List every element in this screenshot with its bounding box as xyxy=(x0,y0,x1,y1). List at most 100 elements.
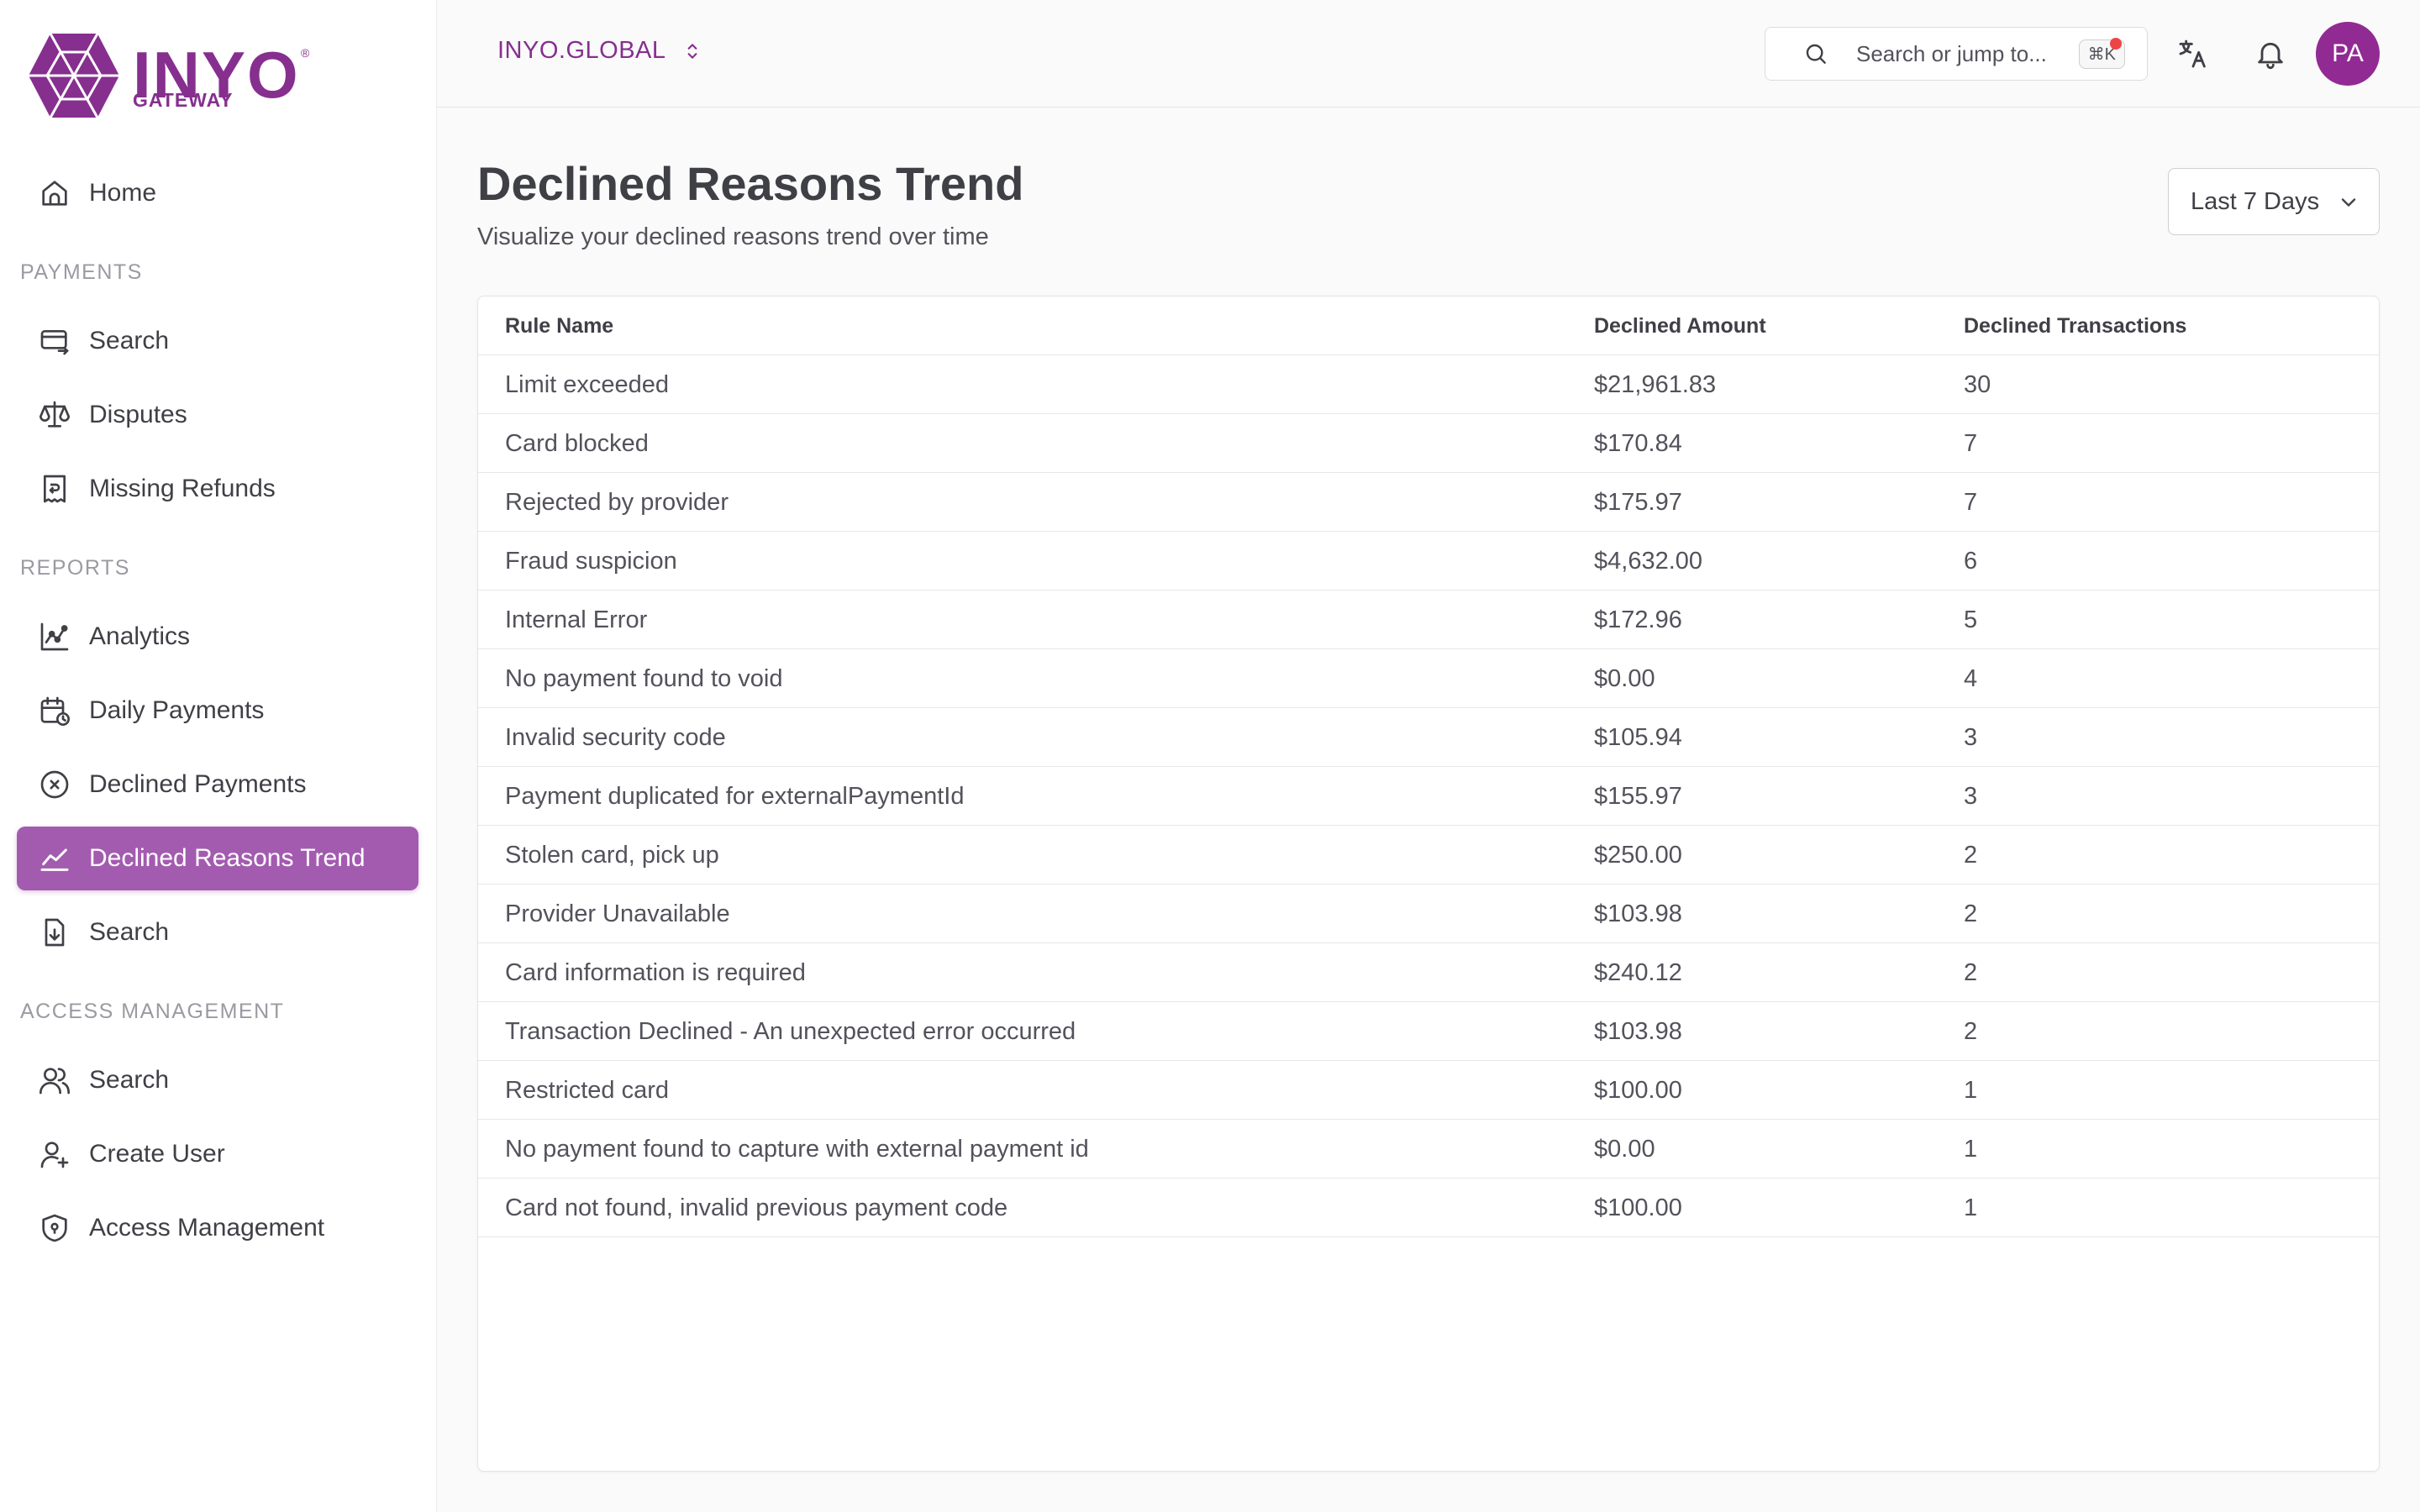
section-access-management: ACCESS MANAGEMENT xyxy=(20,1000,285,1023)
table-row[interactable]: No payment found to capture with externa… xyxy=(478,1120,2379,1179)
top-header: INYO.GLOBAL Search or jump to... ⌘K PA xyxy=(437,0,2420,108)
table-row[interactable]: Restricted card $100.00 1 xyxy=(478,1061,2379,1120)
sidebar: INYO ® GATEWAY Home PAYMENTS Search Disp… xyxy=(0,0,437,1512)
rule-name-cell: Internal Error xyxy=(505,606,648,633)
declined-amount-cell: $240.12 xyxy=(1594,958,1682,986)
table-row[interactable]: Payment duplicated for externalPaymentId… xyxy=(478,767,2379,826)
chevron-down-icon xyxy=(2341,198,2356,207)
table-row[interactable]: Transaction Declined - An unexpected err… xyxy=(478,1002,2379,1061)
declined-transactions-cell: 3 xyxy=(1964,723,1978,751)
declined-amount-cell: $170.84 xyxy=(1594,429,1682,457)
search-placeholder: Search or jump to... xyxy=(1856,40,2047,66)
sidebar-item-label: Disputes xyxy=(89,401,187,428)
sidebar-item-home[interactable]: Home xyxy=(17,161,418,225)
declined-transactions-cell: 2 xyxy=(1964,841,1978,869)
x-circle-icon xyxy=(37,767,72,802)
sidebar-item-label: Declined Payments xyxy=(89,770,307,798)
section-payments: PAYMENTS xyxy=(20,260,143,284)
section-reports: REPORTS xyxy=(20,556,130,580)
column-header-declined-transactions[interactable]: Declined Transactions xyxy=(1964,313,2187,338)
table-row[interactable]: Limit exceeded $21,961.83 30 xyxy=(478,355,2379,414)
declined-transactions-cell: 3 xyxy=(1964,782,1978,810)
table-row[interactable]: Internal Error $172.96 5 xyxy=(478,591,2379,649)
bell-icon[interactable] xyxy=(2254,37,2287,71)
users-icon xyxy=(37,1063,72,1098)
declined-amount-cell: $103.98 xyxy=(1594,900,1682,927)
column-header-declined-amount[interactable]: Declined Amount xyxy=(1594,313,1766,338)
sidebar-item-missing-refunds[interactable]: Missing Refunds xyxy=(17,457,418,521)
brand-logo[interactable]: INYO ® GATEWAY xyxy=(27,30,329,123)
sidebar-item-users-search[interactable]: Search xyxy=(17,1048,418,1112)
receipt-icon xyxy=(37,471,72,507)
brand-name: INYO xyxy=(133,38,300,112)
sidebar-item-payments-search[interactable]: Search xyxy=(17,309,418,373)
sidebar-item-label: Missing Refunds xyxy=(89,475,276,502)
translate-icon[interactable] xyxy=(2176,37,2210,71)
table-row[interactable]: Fraud suspicion $4,632.00 6 xyxy=(478,532,2379,591)
declined-amount-cell: $155.97 xyxy=(1594,782,1682,810)
rule-name-cell: Invalid security code xyxy=(505,723,726,751)
sidebar-item-declined-reasons-trend[interactable]: Declined Reasons Trend xyxy=(17,827,418,890)
rule-name-cell: Card information is required xyxy=(505,958,806,986)
declined-amount-cell: $4,632.00 xyxy=(1594,547,1703,575)
rule-name-cell: Transaction Declined - An unexpected err… xyxy=(505,1017,1076,1045)
table-row[interactable]: No payment found to void $0.00 4 xyxy=(478,649,2379,708)
declined-amount-cell: $100.00 xyxy=(1594,1194,1682,1221)
declined-transactions-cell: 2 xyxy=(1964,900,1978,927)
table-row[interactable]: Provider Unavailable $103.98 2 xyxy=(478,885,2379,943)
sidebar-item-create-user[interactable]: Create User xyxy=(17,1122,418,1186)
avatar[interactable]: PA xyxy=(2316,22,2380,86)
table-body: Limit exceeded $21,961.83 30 Card blocked $1… xyxy=(478,355,2379,1237)
declined-amount-cell: $175.97 xyxy=(1594,488,1682,516)
search-icon xyxy=(1806,44,1826,64)
rule-name-cell: Provider Unavailable xyxy=(505,900,730,927)
declined-transactions-cell: 1 xyxy=(1964,1194,1978,1221)
sidebar-item-daily-payments[interactable]: Daily Payments xyxy=(17,679,418,743)
page-subtitle: Visualize your declined reasons trend ov… xyxy=(477,223,989,250)
table-header: Rule Name Declined Amount Declined Trans… xyxy=(478,297,2379,355)
table-row[interactable]: Card not found, invalid previous payment… xyxy=(478,1179,2379,1237)
chevron-up-down-icon xyxy=(687,43,697,59)
calendar-clock-icon xyxy=(37,693,72,728)
org-switcher[interactable]: INYO.GLOBAL xyxy=(497,37,703,65)
rule-name-cell: Card not found, invalid previous payment… xyxy=(505,1194,1008,1221)
declined-transactions-cell: 6 xyxy=(1964,547,1978,575)
declined-amount-cell: $0.00 xyxy=(1594,664,1655,692)
declined-transactions-cell: 2 xyxy=(1964,1017,1978,1045)
page-title: Declined Reasons Trend xyxy=(477,157,1024,210)
declined-transactions-cell: 4 xyxy=(1964,664,1978,692)
sidebar-item-label: Daily Payments xyxy=(89,696,265,724)
card-search-icon xyxy=(37,323,72,359)
user-plus-icon xyxy=(37,1137,72,1172)
sidebar-item-label: Declined Reasons Trend xyxy=(89,844,366,872)
brand-subtitle: GATEWAY xyxy=(133,89,234,111)
sidebar-item-analytics[interactable]: Analytics xyxy=(17,605,418,669)
date-range-select[interactable]: Last 7 Days xyxy=(2168,168,2380,235)
sidebar-item-disputes[interactable]: Disputes xyxy=(17,383,418,447)
avatar-initials: PA xyxy=(2332,39,2364,67)
table-row[interactable]: Rejected by provider $175.97 7 xyxy=(478,473,2379,532)
declined-transactions-cell: 2 xyxy=(1964,958,1978,986)
sidebar-item-declined-payments[interactable]: Declined Payments xyxy=(17,753,418,816)
brand-registered-mark: ® xyxy=(301,46,310,60)
table-row[interactable]: Invalid security code $105.94 3 xyxy=(478,708,2379,767)
sidebar-item-label: Search xyxy=(89,918,170,946)
sidebar-item-access-management[interactable]: Access Management xyxy=(17,1196,418,1260)
hexagon-logo-icon xyxy=(29,33,119,118)
date-range-value: Last 7 Days xyxy=(2191,187,2320,215)
analytics-icon xyxy=(37,619,72,654)
declined-amount-cell: $172.96 xyxy=(1594,606,1682,633)
sidebar-item-reports-search[interactable]: Search xyxy=(17,900,418,964)
declined-transactions-cell: 1 xyxy=(1964,1076,1978,1104)
column-header-rule-name[interactable]: Rule Name xyxy=(505,313,614,338)
rule-name-cell: No payment found to void xyxy=(505,664,783,692)
rule-name-cell: Fraud suspicion xyxy=(505,547,677,575)
table-row[interactable]: Stolen card, pick up $250.00 2 xyxy=(478,826,2379,885)
declined-transactions-cell: 30 xyxy=(1964,370,1991,398)
sidebar-item-label: Home xyxy=(89,179,157,207)
table-row[interactable]: Card information is required $240.12 2 xyxy=(478,943,2379,1002)
search-input[interactable]: Search or jump to... ⌘K xyxy=(1765,27,2148,81)
declined-amount-cell: $21,961.83 xyxy=(1594,370,1717,398)
table-row[interactable]: Card blocked $170.84 7 xyxy=(478,414,2379,473)
rule-name-cell: No payment found to capture with externa… xyxy=(505,1135,1089,1163)
